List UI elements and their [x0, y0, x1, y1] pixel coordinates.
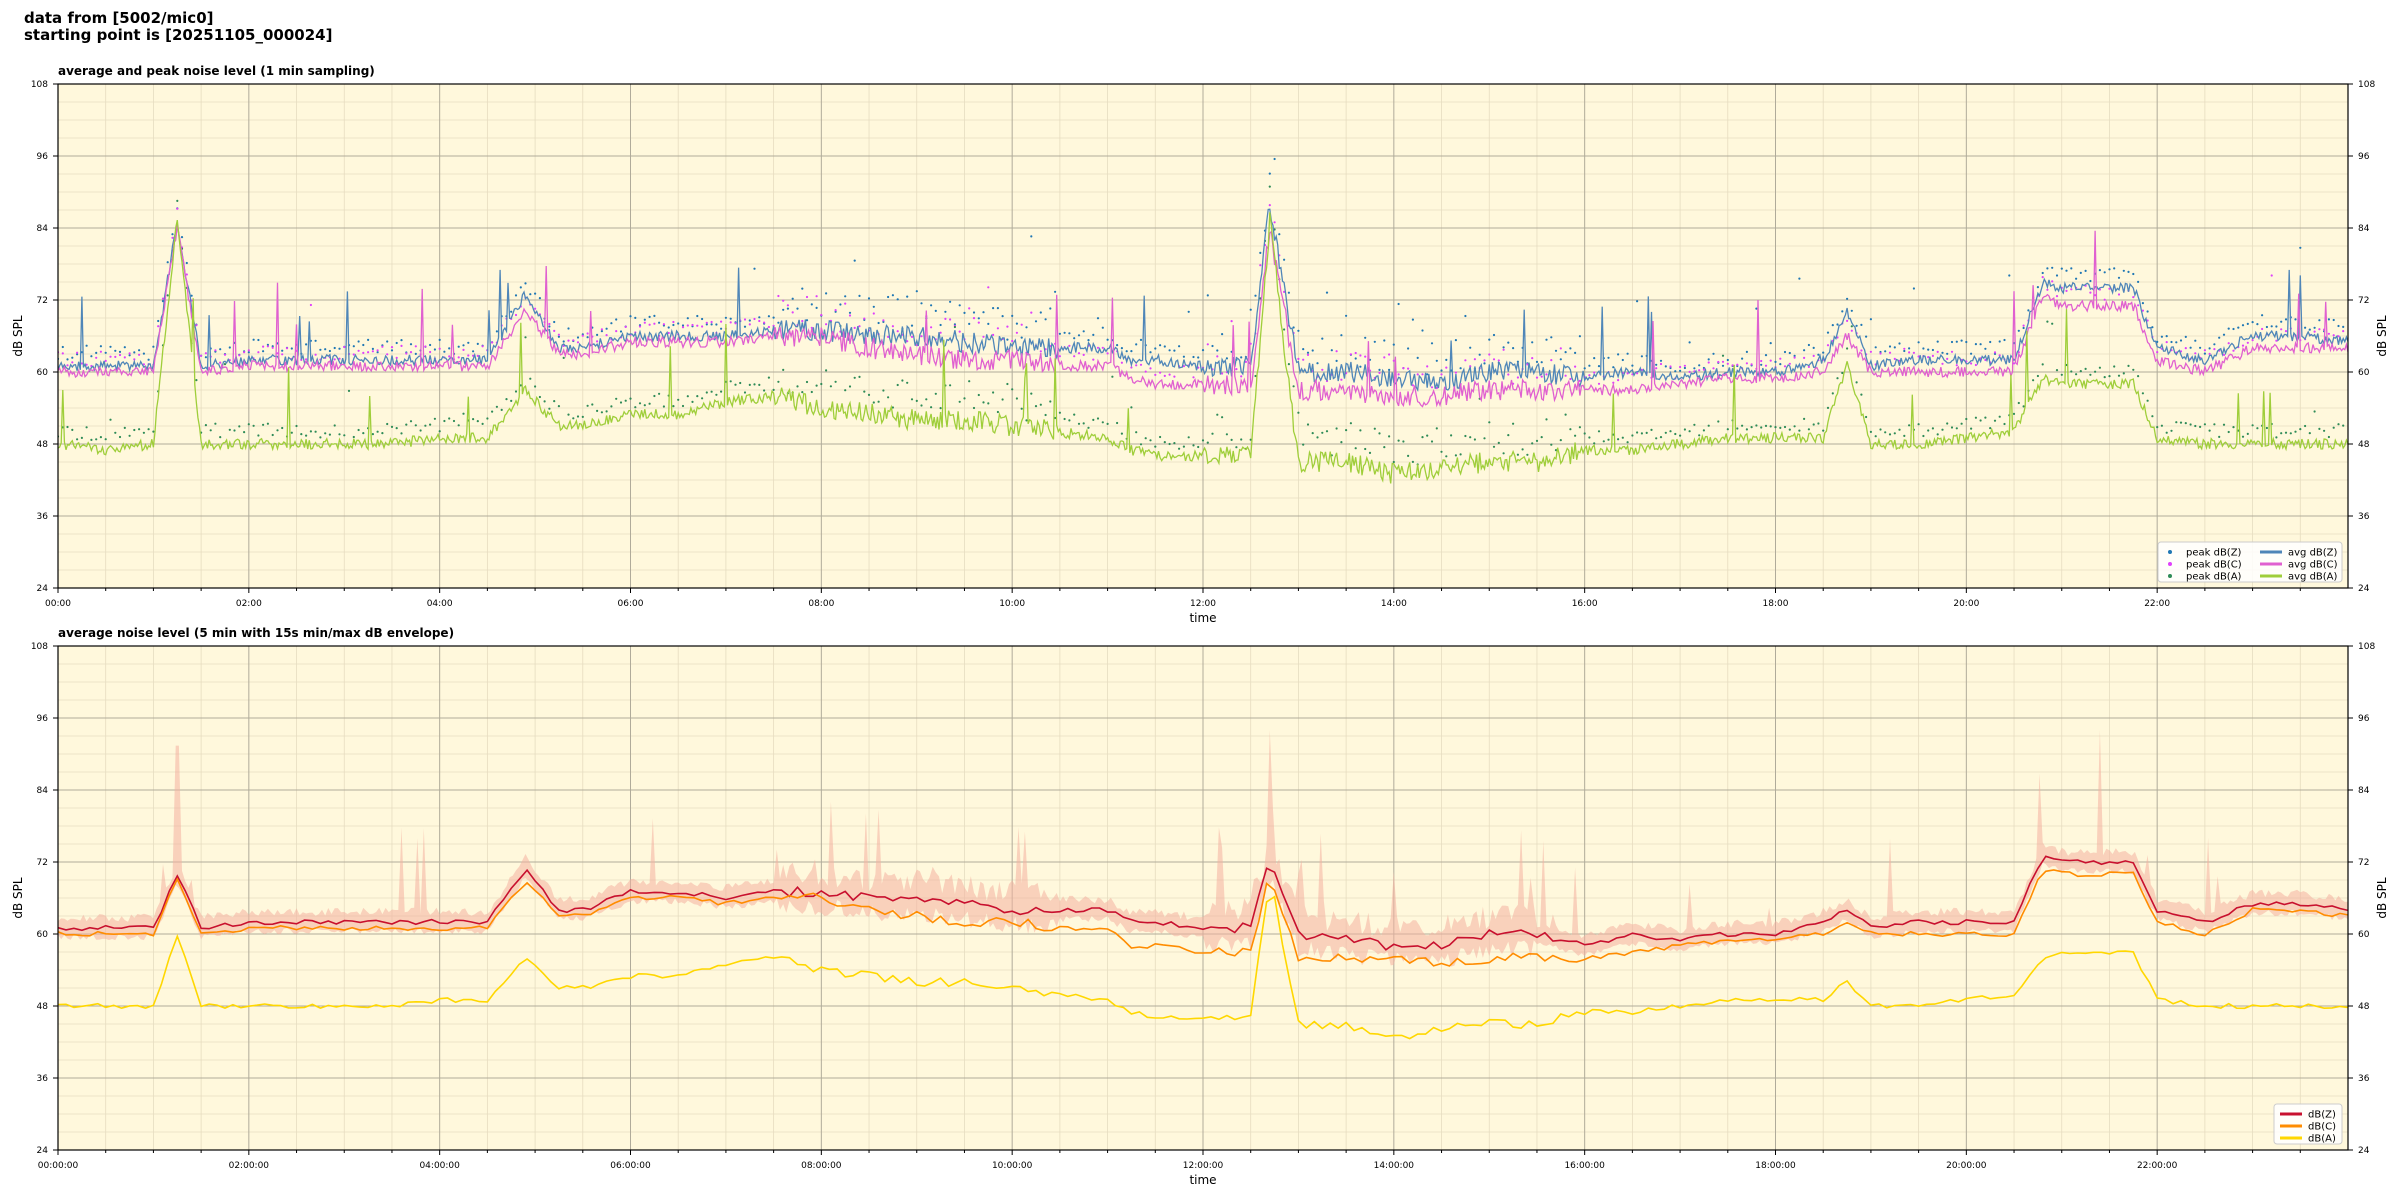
y-axis-label: dB SPL	[11, 315, 25, 357]
x-tick-label: 10:00	[999, 599, 1025, 609]
legend-box	[2157, 541, 2343, 583]
chart-title: average and peak noise level (1 min samp…	[58, 64, 375, 78]
y-tick-label: 24	[37, 584, 49, 594]
x-axis-label: time	[1189, 611, 1216, 625]
y-tick-label: 48	[37, 440, 49, 450]
y-tick-label-right: 96	[2358, 152, 2370, 162]
series-line-dba	[58, 895, 2348, 1040]
x-tick-label: 06:00	[618, 599, 644, 609]
y-tick-label: 36	[37, 1074, 49, 1084]
x-tick-label: 22:00:00	[2137, 1161, 2178, 1171]
x-tick-label: 00:00:00	[38, 1161, 79, 1171]
series-line-avgdba	[58, 212, 2348, 484]
y-tick-label-right: 48	[2358, 1002, 2370, 1012]
y-tick-label: 108	[31, 80, 48, 90]
x-tick-label: 18:00:00	[1755, 1161, 1796, 1171]
y-tick-label-right: 84	[2358, 786, 2370, 796]
series-line-avgdbz	[58, 208, 2348, 392]
x-tick-label: 12:00	[1190, 599, 1216, 609]
x-tick-label: 20:00	[1953, 599, 1979, 609]
x-axis-label: time	[1189, 1173, 1216, 1187]
legend-label: peak dB(Z)	[2186, 548, 2242, 559]
legend-label: dB(C)	[2308, 1122, 2336, 1133]
chart-1: 24 24 36 36 48 48 60 60 72 72 84 84 96 96 108 108 00:00 0…	[11, 64, 2389, 625]
x-tick-label: 04:00:00	[419, 1161, 460, 1171]
legend-label: dB(Z)	[2308, 1110, 2336, 1121]
y-tick-label: 60	[37, 368, 49, 378]
y-tick-label-right: 24	[2358, 584, 2370, 594]
legend-marker	[2168, 550, 2172, 554]
x-tick-label: 16:00:00	[1564, 1161, 1605, 1171]
y-tick-label-right: 72	[2358, 858, 2369, 868]
x-tick-label: 04:00	[427, 599, 453, 609]
series-line-avgdbc	[58, 225, 2348, 408]
y-tick-label: 72	[37, 858, 48, 868]
legend-label: dB(A)	[2308, 1134, 2336, 1145]
x-tick-label: 22:00	[2144, 599, 2170, 609]
legend-label: avg dB(C)	[2288, 560, 2338, 571]
chart-2: 24 24 36 36 48 48 60 60 72 72 84 84 96 96 108 108 00:00:…	[11, 626, 2389, 1187]
x-tick-label: 14:00:00	[1374, 1161, 1415, 1171]
x-tick-label: 10:00:00	[992, 1161, 1033, 1171]
y-tick-label: 36	[37, 512, 49, 522]
series-line-dbz	[58, 855, 2348, 951]
x-tick-label: 16:00	[1572, 599, 1598, 609]
x-tick-label: 20:00:00	[1946, 1161, 1987, 1171]
y-tick-label-right: 48	[2358, 440, 2370, 450]
legend-label: avg dB(A)	[2288, 572, 2338, 583]
legend-marker	[2168, 562, 2172, 566]
y-tick-label-right: 36	[2358, 1074, 2370, 1084]
y-tick-label-right: 108	[2358, 80, 2375, 90]
y-tick-label: 84	[37, 786, 49, 796]
page-header: data from [5002/mic0] starting point is …	[24, 10, 332, 44]
envelope-band	[58, 730, 2348, 967]
y-tick-label-right: 60	[2358, 368, 2370, 378]
y-tick-label-right: 60	[2358, 930, 2370, 940]
data-layer	[58, 157, 2348, 484]
data-layer	[58, 730, 2348, 1040]
y-tick-label: 96	[37, 714, 49, 724]
series-line-dbc	[58, 869, 2348, 967]
chart-title: average noise level (5 min with 15s min/…	[58, 626, 454, 640]
y-axis-label-right: dB SPL	[2375, 877, 2389, 919]
y-tick-label-right: 72	[2358, 296, 2369, 306]
legend: peak dB(Z)peak dB(C)peak dB(A)avg dB(Z)a…	[2157, 541, 2343, 583]
x-tick-label: 02:00:00	[229, 1161, 270, 1171]
x-tick-label: 06:00:00	[610, 1161, 651, 1171]
y-axis-label-right: dB SPL	[2375, 315, 2389, 357]
y-tick-label-right: 108	[2358, 642, 2375, 652]
legend: dB(Z)dB(C)dB(A)	[2273, 1103, 2343, 1145]
x-tick-label: 02:00	[236, 599, 262, 609]
y-tick-label: 48	[37, 1002, 49, 1012]
y-axis-label: dB SPL	[11, 877, 25, 919]
y-tick-label-right: 84	[2358, 224, 2370, 234]
x-tick-label: 18:00	[1763, 599, 1789, 609]
legend-label: peak dB(A)	[2186, 572, 2242, 583]
start-line: starting point is [20251105_000024]	[24, 26, 333, 44]
source-line: data from [5002/mic0]	[24, 9, 214, 27]
y-tick-label: 72	[37, 296, 48, 306]
y-tick-label-right: 36	[2358, 512, 2370, 522]
y-tick-label-right: 24	[2358, 1146, 2370, 1156]
y-tick-label: 84	[37, 224, 49, 234]
y-tick-label: 24	[37, 1146, 49, 1156]
legend-label: peak dB(C)	[2186, 560, 2242, 571]
x-tick-label: 08:00	[808, 599, 834, 609]
y-tick-label: 96	[37, 152, 49, 162]
legend-label: avg dB(Z)	[2288, 548, 2338, 559]
x-tick-label: 14:00	[1381, 599, 1407, 609]
legend-marker	[2168, 574, 2172, 578]
y-tick-label: 108	[31, 642, 48, 652]
x-tick-label: 08:00:00	[801, 1161, 842, 1171]
y-tick-label-right: 96	[2358, 714, 2370, 724]
x-tick-label: 12:00:00	[1183, 1161, 1224, 1171]
y-tick-label: 60	[37, 930, 49, 940]
x-tick-label: 00:00	[45, 599, 71, 609]
